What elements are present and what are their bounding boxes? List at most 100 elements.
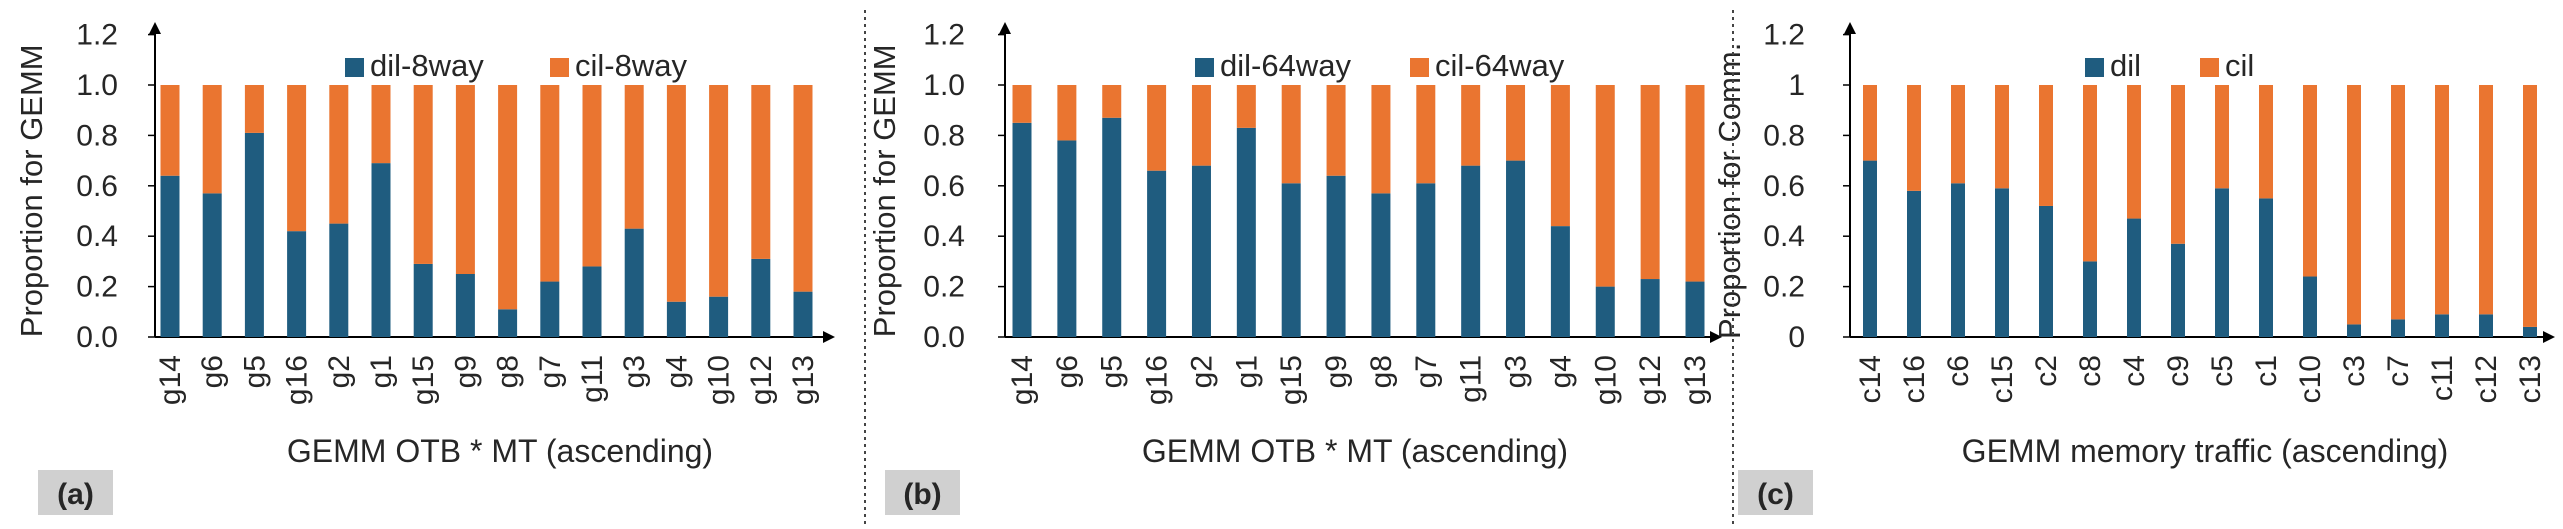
x-tick-label: g15 (407, 355, 440, 405)
bar-dil-8way-g14 (160, 175, 180, 337)
y-tick-label: 0.8 (923, 119, 965, 152)
y-tick-label: 1.2 (76, 19, 118, 52)
bar-cil-c14 (1863, 85, 1877, 161)
bar-dil-8way-g16 (287, 231, 307, 337)
legend-swatch-dil-64way (1195, 58, 1214, 77)
bar-dil-64way-g8 (1371, 193, 1391, 337)
x-tick-label: c6 (1942, 355, 1975, 387)
legend-label-cil-8way: cil-8way (575, 48, 687, 83)
y-tick-label: 0.0 (923, 321, 965, 354)
x-tick-label: g9 (1320, 355, 1353, 388)
x-tick-label: g4 (1544, 355, 1577, 388)
legend-label-cil-64way: cil-64way (1435, 48, 1565, 83)
x-tick-label: g3 (618, 355, 651, 388)
bar-dil-8way-g9 (455, 274, 475, 337)
bar-cil-c1 (2259, 85, 2273, 199)
bar-cil-64way-g1 (1236, 85, 1256, 128)
bar-dil-64way-g5 (1102, 117, 1122, 337)
x-tick-label: g14 (1006, 355, 1039, 405)
bar-cil-64way-g13 (1685, 85, 1705, 282)
x-tick-label: g12 (1634, 355, 1667, 405)
y-tick-label: 0.8 (76, 119, 118, 152)
x-tick-label: g1 (1230, 355, 1263, 388)
x-tick-label: g9 (449, 355, 482, 388)
bar-dil-c1 (2259, 198, 2273, 337)
bar-dil-64way-g16 (1147, 170, 1167, 337)
panel-label: (b) (903, 478, 941, 511)
bar-cil-8way-g16 (287, 85, 307, 232)
y-tick-label: 1.0 (76, 69, 118, 102)
bar-cil-c4 (2127, 85, 2141, 219)
legend-label-dil-64way: dil-64way (1220, 48, 1351, 83)
bar-cil-c7 (2391, 85, 2405, 320)
panel-label-box (885, 470, 960, 515)
y-axis-arrow (999, 22, 1011, 34)
bar-dil-64way-g7 (1416, 183, 1436, 337)
bar-cil-8way-g4 (666, 85, 686, 302)
x-tick-label: c9 (2162, 355, 2195, 387)
x-axis-arrow (2543, 331, 2555, 343)
legend-label-cil: cil (2225, 48, 2254, 83)
bar-cil-64way-g8 (1371, 85, 1391, 194)
bar-dil-8way-g2 (329, 223, 349, 337)
y-tick-label: 0.2 (923, 271, 965, 304)
bar-cil-64way-g6 (1057, 85, 1077, 141)
x-tick-label: g2 (1185, 355, 1218, 388)
bar-dil-c2 (2039, 205, 2053, 337)
bar-dil-8way-g1 (371, 163, 391, 337)
bar-dil-64way-g9 (1326, 175, 1346, 337)
x-tick-label: g16 (281, 355, 314, 405)
x-tick-label: c14 (1854, 355, 1887, 403)
x-tick-label: c10 (2294, 355, 2327, 403)
legend-label-dil: dil (2110, 48, 2141, 83)
x-tick-label: g16 (1141, 355, 1174, 405)
x-tick-label: g4 (660, 355, 693, 388)
bar-dil-8way-g10 (709, 296, 729, 337)
x-tick-label: c3 (2338, 355, 2371, 387)
bar-cil-c10 (2303, 85, 2317, 277)
bar-cil-64way-g3 (1506, 85, 1526, 161)
bar-dil-64way-g14 (1012, 122, 1032, 337)
x-tick-label: c1 (2250, 355, 2283, 387)
y-tick-label: 1 (1788, 69, 1805, 102)
x-tick-label: g13 (1679, 355, 1712, 405)
bar-cil-64way-g9 (1326, 85, 1346, 176)
bar-dil-8way-g15 (413, 263, 433, 337)
bar-dil-64way-g6 (1057, 140, 1077, 337)
y-tick-label: 0 (1788, 321, 1805, 354)
x-tick-label: g5 (1096, 355, 1129, 388)
bar-cil-64way-g7 (1416, 85, 1436, 184)
legend-swatch-dil (2085, 58, 2104, 77)
x-tick-label: c4 (2118, 355, 2151, 387)
y-tick-label: 0.4 (1763, 220, 1805, 253)
x-tick-label: g8 (492, 355, 525, 388)
bar-cil-8way-g9 (455, 85, 475, 274)
x-tick-label: c7 (2382, 355, 2415, 387)
y-tick-label: 0.2 (76, 271, 118, 304)
x-tick-label: g11 (576, 355, 609, 403)
x-tick-label: g7 (534, 355, 567, 388)
x-tick-label: g3 (1500, 355, 1533, 388)
chart-panel-a: 0.0 0.2 0.4 0.6 0.8 1.0 1.2 Proportion for GEMM… (14, 19, 835, 515)
legend-swatch-cil-8way (550, 58, 569, 77)
bar-dil-8way-g3 (624, 228, 644, 337)
bar-cil-64way-g10 (1595, 85, 1615, 287)
bar-cil-8way-g2 (329, 85, 349, 224)
bar-cil-64way-g2 (1191, 85, 1211, 166)
bar-dil-c16 (1907, 190, 1921, 337)
y-tick-label: 1.0 (923, 69, 965, 102)
bar-cil-8way-g13 (793, 85, 813, 292)
chart-panel-b: 0.0 0.2 0.4 0.6 0.8 1.0 1.2 Proportion for GEMM… (867, 19, 1722, 515)
bar-cil-c15 (1995, 85, 2009, 189)
bar-dil-64way-g13 (1685, 281, 1705, 337)
bar-dil-c8 (2083, 261, 2097, 337)
bar-cil-c5 (2215, 85, 2229, 189)
x-tick-label: g15 (1275, 355, 1308, 405)
bar-dil-c3 (2347, 324, 2361, 337)
bar-dil-c5 (2215, 188, 2229, 337)
bar-dil-c12 (2479, 314, 2493, 337)
x-tick-label: g10 (1589, 355, 1622, 405)
bar-cil-64way-g12 (1640, 85, 1660, 280)
bar-cil-64way-g11 (1461, 85, 1481, 166)
bar-dil-c6 (1951, 183, 1965, 337)
